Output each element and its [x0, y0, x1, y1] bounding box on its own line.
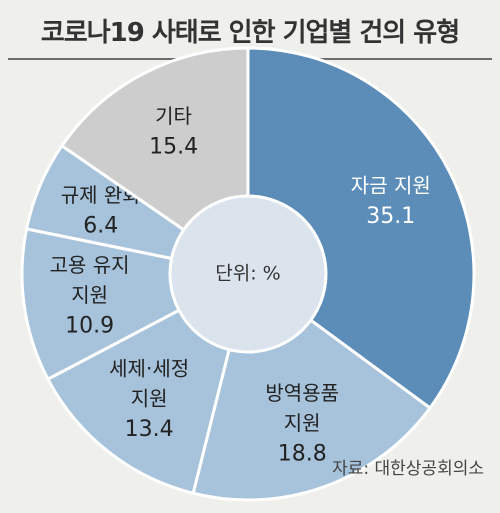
- slice-category-label-0: 자금 지원: [351, 173, 431, 197]
- slice-value-label-3: 10.9: [65, 314, 114, 339]
- slice-category-label-1: 방역용품: [265, 381, 339, 405]
- slice-value-label-5: 15.4: [149, 134, 198, 159]
- source-note: 자료: 대한상공회의소: [332, 459, 484, 479]
- slice-category-label-2: 지원: [131, 386, 168, 410]
- slice-value-label-4: 6.4: [83, 213, 118, 238]
- slice-value-label-0: 35.1: [366, 204, 415, 229]
- slice-value-label-1: 18.8: [278, 442, 327, 467]
- slice-category-label-1: 지원: [284, 411, 321, 435]
- unit-label: 단위: %: [215, 263, 280, 285]
- slice-category-label-5: 기타: [155, 104, 192, 128]
- slice-category-label-2: 세제·세정: [109, 356, 189, 380]
- donut-center: [168, 194, 328, 354]
- slice-category-label-3: 고용 유지: [50, 253, 130, 277]
- slice-value-label-2: 13.4: [125, 417, 174, 442]
- chart-title: 코로나19 사태로 인한 기업별 건의 유형: [40, 18, 460, 48]
- pie-slice-0: [246, 46, 476, 411]
- slice-category-label-3: 지원: [71, 283, 108, 307]
